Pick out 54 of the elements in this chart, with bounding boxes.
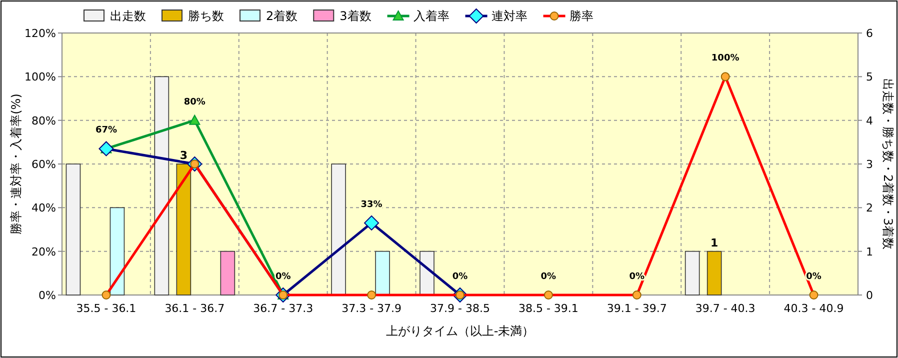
data-label: 0%	[275, 272, 291, 282]
data-label: 3	[180, 149, 188, 162]
y-tick-label: 100%	[24, 70, 56, 84]
x-tick-label: 37.3 - 37.9	[342, 302, 402, 315]
bar	[706, 250, 722, 296]
x-tick-label: 35.5 - 36.1	[76, 302, 136, 315]
point	[364, 215, 380, 230]
y2-tick-label: 2	[866, 202, 873, 215]
data-label: 67%	[95, 126, 117, 136]
bar	[110, 207, 125, 296]
bar	[375, 250, 390, 296]
legend-label: 勝ち数	[188, 9, 224, 23]
bar	[66, 164, 81, 296]
x-tick-label: 39.1 - 39.7	[606, 302, 667, 315]
y2-tick-label: 4	[866, 114, 873, 128]
x-axis-title: 上がりタイム（以上-未満）	[386, 324, 534, 338]
y2-tick-label: 0	[866, 289, 873, 302]
point	[98, 141, 114, 156]
x-tick-label: 39.7 - 40.3	[695, 302, 756, 315]
data-label: 1	[710, 236, 718, 250]
legend-label: 出走数	[110, 9, 146, 23]
y2-axis-title: 出走数・勝ち数・2着数・3着数	[881, 78, 895, 250]
y-tick-label: 20%	[32, 245, 56, 258]
x-tick-label: 36.7 - 37.3	[253, 302, 314, 315]
x-tick-label: 40.3 - 40.9	[784, 302, 844, 315]
y-tick-label: 60%	[32, 158, 56, 171]
legend-label: 3着数	[340, 9, 372, 23]
x-tick-label: 38.5 - 39.1	[518, 302, 578, 315]
annotation: 33%	[360, 200, 382, 210]
y2-tick-label: 5	[866, 70, 873, 84]
annotation: 0%	[540, 272, 556, 282]
y-tick-label: 80%	[32, 114, 56, 128]
x-tick-label: 36.1 - 36.7	[164, 302, 225, 315]
y-axis-title: 勝率・連対率・入着率(%)	[9, 94, 23, 234]
point	[189, 114, 200, 125]
bar	[420, 250, 434, 296]
legend-label: 2着数	[266, 9, 298, 23]
bar	[331, 164, 346, 296]
legend-label: 連対率	[491, 9, 528, 23]
annotation: 0%	[452, 272, 468, 282]
y2-tick-label: 3	[866, 158, 873, 171]
y-tick-label: 0%	[38, 289, 56, 302]
y-tick-label: 40%	[32, 202, 56, 215]
y-tick-label: 120%	[24, 27, 56, 40]
bar	[154, 76, 170, 296]
bar	[684, 250, 700, 296]
x-tick-label: 37.9 - 38.5	[430, 302, 490, 315]
annotation: 100%	[711, 54, 740, 64]
y2-tick-label: 6	[866, 27, 873, 40]
legend-label: 入着率	[413, 9, 450, 23]
legend-label: 勝率	[569, 9, 594, 23]
y2-tick-label: 1	[866, 245, 873, 258]
data-label: 80%	[184, 97, 206, 108]
bar	[176, 164, 192, 296]
